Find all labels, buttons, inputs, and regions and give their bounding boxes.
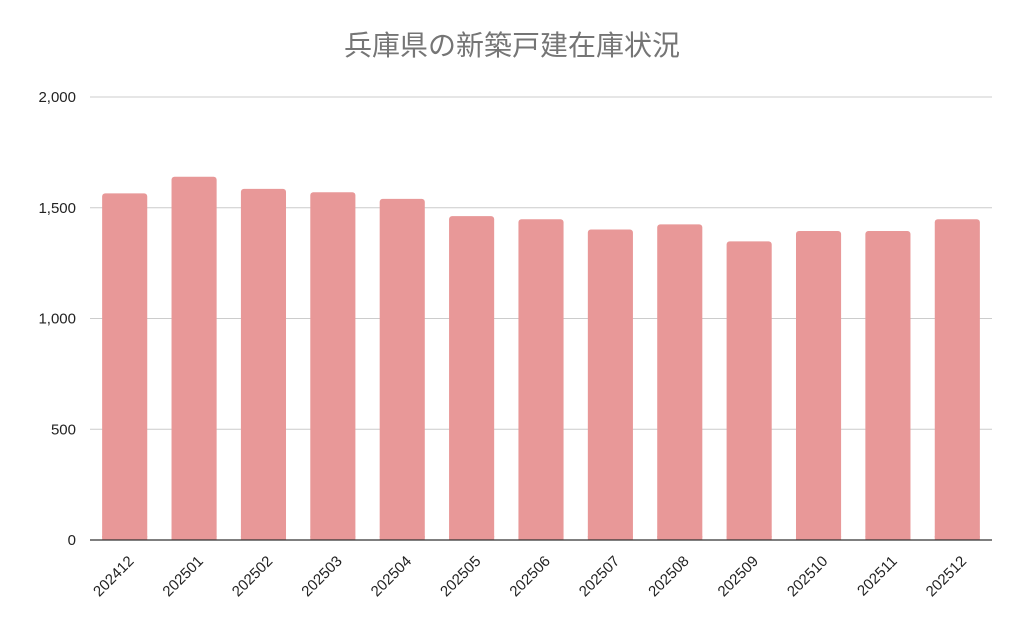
bar-202506 (518, 219, 564, 540)
chart-title: 兵庫県の新築戸建在庫状況 (343, 29, 680, 62)
bar-202412 (102, 193, 148, 541)
y-tick-label: 2,000 (38, 89, 76, 106)
x-tick-label: 202505 (437, 553, 484, 600)
bar-202503 (310, 192, 356, 540)
bar-202505 (449, 216, 495, 541)
bar-base-202508 (657, 536, 703, 540)
bar-base-202507 (587, 536, 633, 540)
x-tick-label: 202506 (506, 553, 553, 600)
x-tick-label: 202502 (229, 553, 276, 600)
bars (102, 176, 980, 541)
bar-202508 (657, 224, 703, 541)
y-tick-label: 1,500 (38, 200, 76, 217)
x-tick-label: 202512 (923, 553, 970, 600)
bar-base-202511 (865, 536, 911, 540)
bar-202507 (587, 229, 633, 540)
y-tick-label: 1,000 (38, 311, 76, 328)
x-tick-label: 202504 (368, 553, 415, 600)
y-tick-label: 0 (68, 532, 76, 549)
x-tick-label: 202507 (576, 553, 623, 600)
bar-base-202506 (518, 536, 564, 540)
x-tick-label: 202510 (784, 553, 831, 600)
bar-base-202510 (795, 536, 842, 540)
x-tick-label: 202501 (159, 553, 206, 600)
x-tick-label: 202511 (854, 553, 901, 600)
x-tick-label: 202508 (645, 553, 692, 600)
x-tick-labels: 202412 202501 202502 202503 202504 202505 2025… (90, 553, 970, 600)
bar-base-202504 (379, 536, 425, 540)
y-tick-labels: 0 500 1,000 1,500 2,000 (38, 89, 76, 549)
bar-202502 (240, 188, 287, 541)
bar-base-202512 (934, 536, 980, 540)
bar-202504 (379, 198, 425, 540)
bar-202512 (934, 219, 980, 540)
bar-base-202509 (726, 536, 772, 540)
bar-base-202503 (310, 536, 356, 540)
bar-202501 (171, 176, 217, 541)
y-tick-label: 500 (51, 421, 76, 438)
bar-202510 (795, 231, 842, 540)
bar-base-202501 (171, 536, 217, 540)
x-tick-label: 202412 (90, 553, 137, 600)
bar-base-202412 (102, 536, 148, 540)
x-tick-label: 202503 (298, 553, 345, 600)
x-tick-label: 202509 (715, 553, 762, 600)
bar-base-202505 (449, 536, 495, 540)
bar-base-202502 (240, 536, 287, 540)
bar-202511 (865, 231, 911, 540)
bar-202509 (726, 241, 772, 540)
